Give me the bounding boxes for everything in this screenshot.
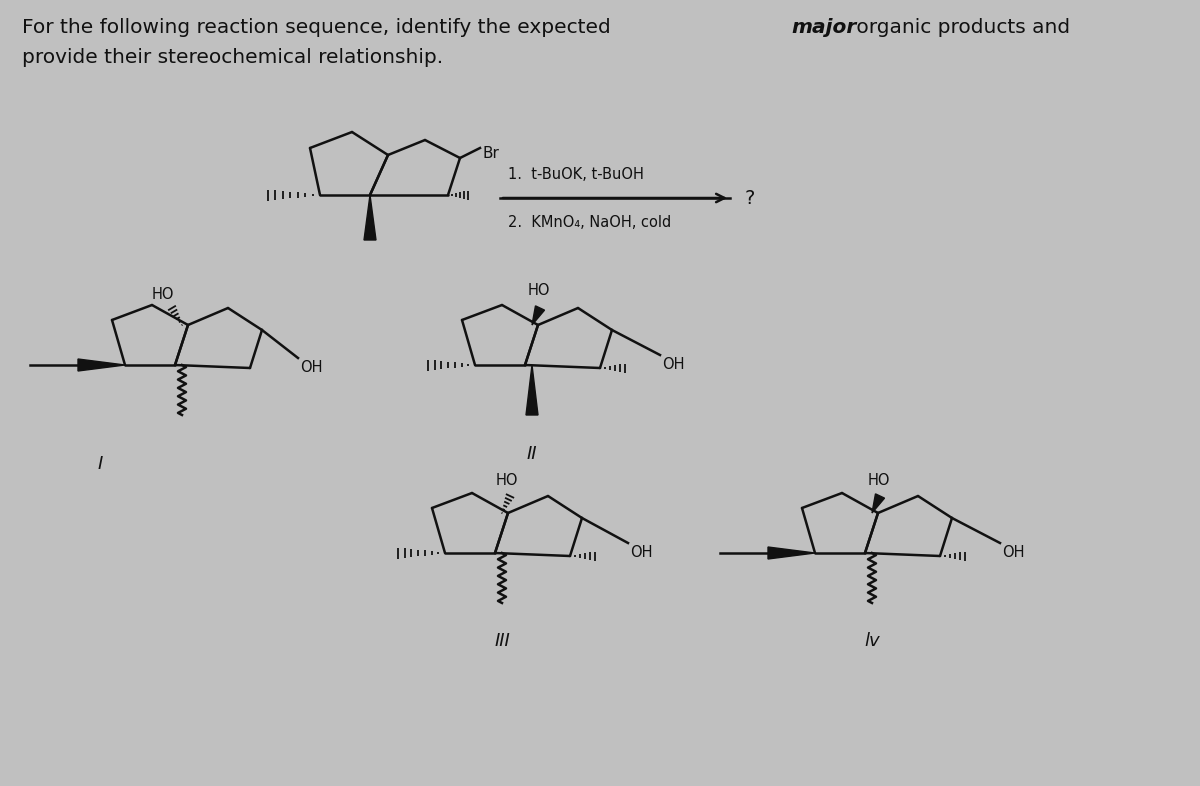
Polygon shape [78, 359, 125, 371]
Text: major: major [791, 18, 857, 37]
Text: HO: HO [496, 473, 518, 488]
Text: HO: HO [152, 287, 174, 302]
Text: OH: OH [630, 545, 653, 560]
Text: I: I [97, 455, 103, 473]
Text: OH: OH [662, 357, 684, 372]
Text: II: II [527, 445, 538, 463]
Polygon shape [526, 365, 538, 415]
Text: 2.  KMnO₄, NaOH, cold: 2. KMnO₄, NaOH, cold [508, 215, 671, 230]
Text: OH: OH [1002, 545, 1025, 560]
Text: lv: lv [864, 632, 880, 650]
Text: OH: OH [300, 360, 323, 375]
Polygon shape [364, 195, 376, 240]
Text: For the following reaction sequence, identify the expected: For the following reaction sequence, ide… [22, 18, 617, 37]
Text: Br: Br [482, 146, 499, 161]
Text: HO: HO [528, 283, 551, 298]
Text: 1.  t-BuOK, t-BuOH: 1. t-BuOK, t-BuOH [508, 167, 644, 182]
Polygon shape [532, 306, 545, 325]
Polygon shape [872, 494, 884, 513]
Polygon shape [768, 547, 815, 559]
Text: provide their stereochemical relationship.: provide their stereochemical relationshi… [22, 48, 443, 67]
Text: ?: ? [745, 189, 755, 208]
Text: III: III [494, 632, 510, 650]
Text: HO: HO [868, 473, 890, 488]
Text: organic products and: organic products and [850, 18, 1070, 37]
